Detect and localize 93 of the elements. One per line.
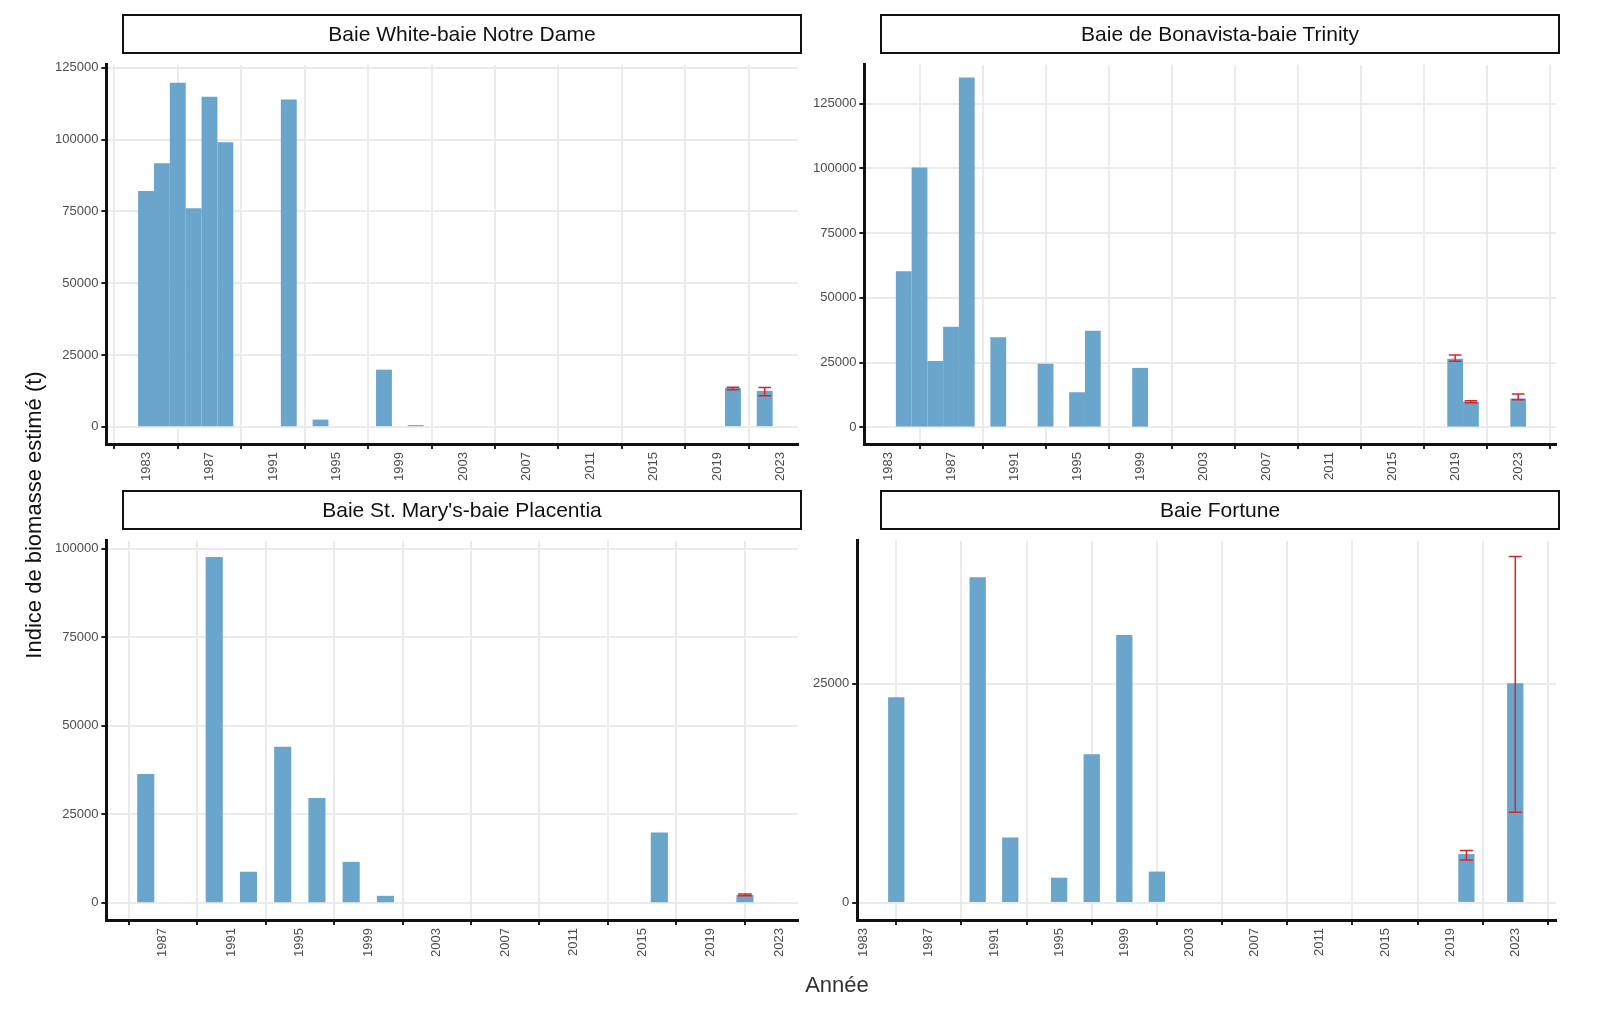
bar [969, 577, 986, 902]
bar [239, 871, 258, 903]
bar [376, 895, 394, 903]
y-tick-label: 25000 [812, 675, 850, 691]
x-tick-label: 1999 [391, 452, 407, 481]
x-tick-label: 1987 [154, 928, 170, 957]
x-tick-label: 2011 [581, 452, 597, 481]
x-tick-label: 1999 [1131, 452, 1147, 481]
y-tick-label: 0 [91, 418, 99, 434]
x-axis-title: Année [805, 972, 869, 998]
bar [137, 773, 155, 903]
x-tick-label: 1991 [264, 452, 280, 481]
x-tick-label: 2015 [645, 452, 661, 481]
x-tick-label: 1987 [942, 452, 958, 481]
x-tick-label: 2007 [1246, 928, 1262, 957]
y-tick-label: 0 [841, 894, 850, 910]
chart-title: Baie St. Mary's-baie Placentia [122, 490, 802, 530]
x-tick-label: 1995 [1068, 452, 1084, 481]
bar [274, 746, 292, 903]
bar [342, 861, 360, 903]
bar [1037, 363, 1054, 427]
x-tick-label: 2023 [770, 928, 786, 957]
y-tick-label: 25000 [62, 346, 99, 362]
bar [1510, 398, 1527, 427]
x-tick-label: 2015 [1383, 452, 1399, 481]
x-tick-label: 2007 [518, 452, 534, 481]
x-tick-label: 2011 [1311, 928, 1327, 957]
x-tick-label: 2003 [454, 452, 470, 481]
x-tick-label: 1991 [222, 928, 238, 957]
bar [1148, 871, 1166, 902]
x-tick-label: 1983 [879, 452, 895, 481]
y-axis-title: Indice de biomasse estimé (t) [21, 371, 47, 659]
y-tick-label: 75000 [62, 202, 99, 218]
y-tick-label: 50000 [62, 274, 99, 290]
chart-title: Baie Fortune [880, 490, 1560, 530]
x-tick-label: 2003 [428, 928, 444, 957]
x-tick-label: 1987 [920, 928, 936, 957]
bar [888, 697, 905, 902]
x-tick-label: 2011 [565, 928, 581, 957]
bar [205, 557, 223, 903]
bar [280, 99, 297, 427]
y-tick-label: 50000 [820, 289, 857, 305]
x-tick-label: 2023 [1506, 928, 1522, 957]
x-tick-label: 2019 [1441, 928, 1457, 957]
bar [1002, 837, 1019, 902]
y-tick-label: 75000 [62, 628, 99, 644]
x-tick-label: 1987 [201, 452, 217, 481]
x-tick-label: 1983 [137, 452, 153, 481]
bar [1507, 683, 1524, 902]
x-tick-label: 1995 [1050, 928, 1066, 957]
bar [1458, 854, 1475, 902]
x-tick-label: 2003 [1194, 452, 1210, 481]
x-tick-label: 2019 [702, 928, 718, 957]
x-tick-label: 2019 [708, 452, 724, 481]
x-tick-label: 1995 [291, 928, 307, 957]
bar [1083, 754, 1100, 902]
y-tick-label: 50000 [62, 717, 99, 733]
x-tick-label: 1991 [985, 928, 1001, 957]
y-tick-label: 125000 [812, 95, 857, 111]
y-tick-label: 0 [91, 894, 99, 910]
y-tick-label: 25000 [62, 805, 99, 821]
x-tick-label: 2007 [496, 928, 512, 957]
x-tick-label: 2023 [1509, 452, 1525, 481]
x-tick-label: 1983 [855, 928, 871, 957]
x-tick-label: 1999 [359, 928, 375, 957]
bar [725, 388, 741, 427]
bar [308, 798, 326, 903]
bar [376, 369, 392, 427]
x-tick-label: 1991 [1005, 452, 1021, 481]
x-tick-label: 2019 [1446, 452, 1462, 481]
bar [756, 390, 773, 427]
x-tick-label: 2007 [1257, 452, 1273, 481]
bar [990, 337, 1007, 427]
x-tick-label: 2015 [1376, 928, 1392, 957]
x-tick-label: 2015 [633, 928, 649, 957]
x-tick-label: 1999 [1115, 928, 1131, 957]
x-tick-label: 1995 [327, 452, 343, 481]
y-tick-label: 100000 [812, 159, 857, 175]
x-tick-label: 2011 [1320, 452, 1336, 481]
y-tick-label: 100000 [54, 131, 99, 147]
bar [650, 832, 668, 903]
y-tick-label: 100000 [54, 540, 99, 556]
x-tick-label: 2003 [1181, 928, 1197, 957]
y-tick-label: 75000 [820, 224, 857, 240]
bar [1116, 635, 1133, 902]
y-tick-label: 25000 [820, 354, 857, 370]
chart-title: Baie White-baie Notre Dame [122, 14, 802, 54]
x-tick-label: 2023 [772, 452, 788, 481]
chart-title: Baie de Bonavista-baie Trinity [880, 14, 1560, 54]
bar [1051, 877, 1068, 902]
y-tick-label: 125000 [54, 59, 99, 75]
y-tick-label: 0 [849, 418, 857, 434]
bar [1132, 367, 1148, 427]
